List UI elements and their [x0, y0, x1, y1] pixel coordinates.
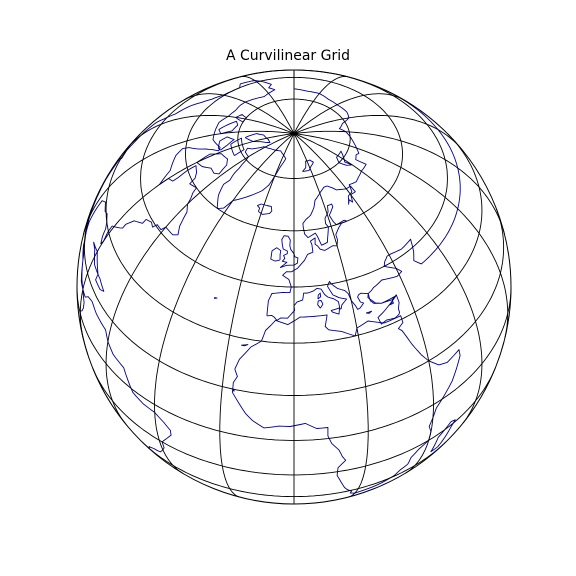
meridian-line: [293, 133, 369, 498]
coastline-path: [232, 389, 235, 392]
coastline-path: [317, 300, 324, 309]
coastline-path: [80, 80, 276, 290]
meridian-line: [154, 133, 295, 474]
coastline-path: [279, 235, 299, 269]
parallel-line: [92, 367, 496, 476]
coastline-path: [266, 69, 461, 325]
coastline-path: [216, 146, 287, 209]
coastline-path: [389, 301, 394, 306]
meridian-line: [293, 130, 505, 235]
coastline-path: [365, 310, 373, 314]
parallel-line: [141, 441, 447, 498]
coastline-path: [241, 344, 249, 347]
map-title: A Curvilinear Grid: [225, 48, 351, 64]
parallel-line: [185, 76, 403, 232]
meridian-line: [293, 93, 405, 134]
coastline-path: [430, 419, 456, 453]
coastline-path: [230, 137, 245, 156]
meridian-line: [105, 133, 295, 424]
globe-outline: [76, 69, 512, 505]
parallel-line: [83, 208, 505, 396]
parallel-line: [140, 69, 448, 288]
meridian-line: [293, 133, 434, 474]
coastline-layer: [79, 69, 461, 494]
meridian-line: [293, 75, 348, 134]
coastline-path: [95, 274, 105, 292]
coastline-path: [231, 314, 461, 494]
coastline-path: [218, 120, 239, 135]
coastline-path: [270, 247, 282, 262]
coastline-path: [256, 203, 273, 215]
meridian-line: [126, 115, 295, 150]
parallel-line: [237, 98, 351, 179]
meridian-line: [293, 115, 462, 150]
meridian-line: [79, 133, 295, 338]
meridian-line: [293, 133, 509, 338]
coastline-path: [336, 150, 353, 166]
meridian-line: [83, 130, 295, 235]
coastline-path: [196, 153, 229, 175]
coastline-path: [330, 307, 340, 315]
parallel-line: [105, 133, 483, 344]
coastline-path: [217, 136, 235, 151]
coastline-path: [93, 241, 99, 275]
coastline-path: [213, 297, 218, 299]
coastline-path: [317, 292, 322, 300]
graticule-layer: [76, 69, 512, 505]
parallel-line: [76, 287, 512, 441]
meridian-line: [219, 133, 295, 498]
coastline-path: [302, 159, 314, 172]
meridian-line: [240, 75, 295, 134]
meridian-line: [183, 93, 295, 134]
meridian-line: [293, 133, 483, 424]
